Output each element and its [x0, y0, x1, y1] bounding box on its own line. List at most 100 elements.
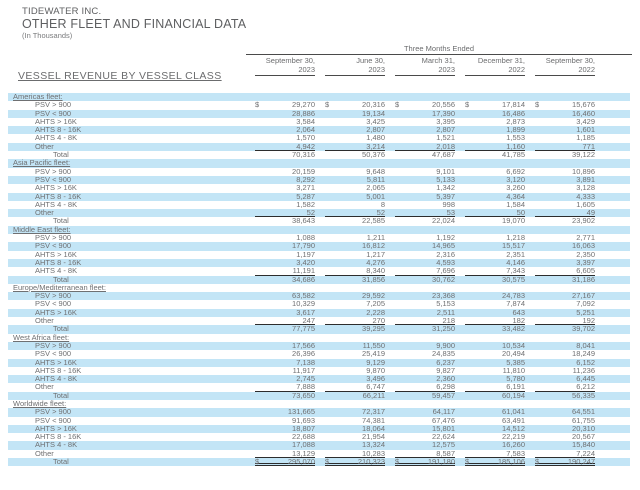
value-text: 131,665	[287, 408, 315, 417]
value-cell: 1,584	[462, 201, 532, 209]
row-label: PSV > 900	[35, 167, 72, 176]
value-cell: 11,810	[462, 367, 532, 375]
value-text: 6,212	[576, 383, 595, 392]
row-label-cell: Total	[8, 276, 252, 284]
value-text: 295,070	[287, 458, 315, 467]
filler-cell	[602, 209, 630, 217]
value-text: 8	[380, 200, 385, 209]
filler-cell	[602, 317, 630, 325]
vessel-class-row: PSV < 900 10,329 7,205 5,153 7,874 7,092	[8, 300, 630, 309]
value-cell: 3,260	[462, 184, 532, 192]
row-label-cell: AHTS 4 - 8K	[8, 441, 252, 449]
value-text: 16,486	[502, 109, 525, 118]
vessel-class-row: Other 13,129 10,283 8,587 7,583 7,224	[8, 449, 630, 459]
value-cell: 7,888	[252, 383, 322, 392]
value-text: 5,385	[506, 358, 525, 367]
value-text: 1,218	[506, 234, 525, 243]
value-text: 3,420	[296, 258, 315, 267]
row-label: Other	[35, 383, 54, 392]
vessel-class-row: AHTS 8 - 16K 5,287 5,001 5,397 4,364 4,333	[8, 192, 630, 201]
value-cell	[392, 334, 462, 342]
value-text: 63,491	[502, 416, 525, 425]
vessel-class-row: PSV > 900 63,582 29,592 23,368 24,783 27,167	[8, 292, 630, 301]
filler-cell	[602, 350, 630, 358]
value-cell: 24,835	[392, 350, 462, 358]
value-cell: 4,146	[462, 259, 532, 267]
row-label: PSV > 900	[35, 408, 72, 417]
value-text: 13,324	[362, 441, 385, 450]
row-label-cell: Other	[8, 317, 252, 325]
value-cell: 2,316	[392, 251, 462, 259]
filler-cell	[602, 176, 630, 184]
value-text: 20,494	[502, 350, 525, 359]
value-text: 16,260	[502, 441, 525, 450]
value-text: 2,064	[296, 126, 315, 135]
value-text: 192	[582, 317, 595, 326]
value-text: 52	[306, 209, 315, 218]
row-label: PSV < 900	[35, 175, 72, 184]
value-text: 22,219	[502, 433, 525, 442]
value-cell: 1,899	[462, 126, 532, 134]
row-label: AHTS 8 - 16K	[35, 258, 82, 267]
value-text: 3,128	[576, 184, 595, 193]
value-text: 1,570	[296, 134, 315, 143]
value-cell: 50	[462, 209, 532, 218]
value-cell	[392, 400, 462, 408]
value-text: 270	[372, 317, 385, 326]
currency-symbol: $	[535, 101, 540, 110]
row-label: AHTS 4 - 8K	[35, 267, 78, 276]
row-label-cell: Other	[8, 450, 252, 458]
value-text: 20,556	[432, 101, 455, 110]
value-cell: 91,693	[252, 417, 322, 425]
value-cell: 7,583	[462, 450, 532, 459]
row-label: AHTS > 16K	[35, 117, 77, 126]
value-cell: 1,342	[392, 184, 462, 192]
value-text: 13,129	[292, 449, 315, 458]
value-text: 10,534	[502, 341, 525, 350]
document-title: OTHER FLEET AND FINANCIAL DATA	[22, 17, 247, 31]
value-text: 11,236	[572, 366, 595, 375]
value-text: 1,480	[366, 134, 385, 143]
value-text: 7,092	[576, 300, 595, 309]
value-text: 1,521	[436, 134, 455, 143]
row-label-cell: PSV > 900	[8, 234, 252, 242]
value-text: 643	[512, 308, 525, 317]
value-text: 20,567	[572, 433, 595, 442]
value-cell: 16,486	[462, 110, 532, 118]
value-cell: 2,771	[532, 234, 602, 242]
value-text: 20,310	[572, 424, 595, 433]
row-label-cell: PSV < 900	[8, 176, 252, 184]
row-label: AHTS 4 - 8K	[35, 134, 78, 143]
value-text: 6,747	[366, 383, 385, 392]
column-header: September 30, 2022	[532, 56, 602, 76]
value-text: 9,870	[366, 366, 385, 375]
value-text: 1,185	[576, 134, 595, 143]
value-text: 23,902	[572, 217, 595, 226]
value-cell	[322, 159, 392, 167]
value-text: 16,460	[572, 109, 595, 118]
value-cell: 9,648	[322, 168, 392, 176]
value-cell: 1,185	[532, 134, 602, 142]
value-text: 3,617	[296, 308, 315, 317]
value-text: 3,397	[576, 258, 595, 267]
value-cell: 8,587	[392, 450, 462, 459]
row-label: Other	[35, 449, 54, 458]
value-text: 61,041	[502, 408, 525, 417]
value-cell: 4,942	[252, 142, 322, 152]
value-text: 4,942	[296, 142, 315, 151]
value-text: 18,064	[362, 424, 385, 433]
value-text: 18,807	[292, 424, 315, 433]
value-cell: 6,298	[392, 383, 462, 392]
value-cell: 16,460	[532, 110, 602, 118]
row-label-cell: Middle East fleet:	[8, 226, 252, 234]
value-cell: $29,270	[252, 101, 322, 109]
value-cell: 15,801	[392, 425, 462, 433]
value-text: 2,351	[506, 250, 525, 259]
value-cell: 3,425	[322, 118, 392, 126]
filler-cell	[602, 101, 630, 109]
value-cell: 6,212	[532, 383, 602, 392]
value-text: 3,429	[576, 117, 595, 126]
value-cell: 1,582	[252, 201, 322, 209]
value-text: 190,247	[567, 458, 595, 467]
value-text: 16,812	[362, 242, 385, 251]
